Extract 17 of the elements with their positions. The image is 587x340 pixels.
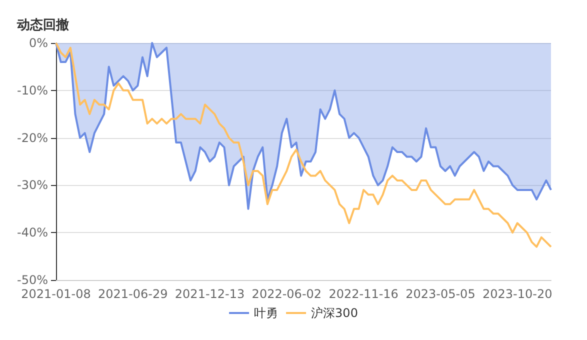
- x-tick-label: 2021-06-29: [98, 287, 168, 301]
- legend-label: 沪深300: [311, 306, 358, 320]
- x-tick-label: 2022-11-16: [328, 287, 398, 301]
- x-tick-label: 2023-05-05: [406, 287, 476, 301]
- chart-title: 动态回撤: [16, 17, 69, 33]
- y-tick-label: -30%: [16, 178, 48, 192]
- y-tick-label: -10%: [16, 83, 48, 98]
- y-tick-label: -50%: [16, 273, 48, 287]
- x-tick-label: 2023-10-20: [482, 287, 552, 301]
- y-tick-label: -40%: [16, 226, 48, 240]
- x-tick-label: 2022-06-02: [252, 287, 322, 301]
- y-tick-label: -20%: [16, 130, 48, 145]
- y-tick-label: 0%: [28, 36, 48, 50]
- legend-label: 叶勇: [254, 306, 278, 320]
- line-series: [55, 42, 552, 248]
- x-tick-label: 2021-12-13: [174, 287, 245, 301]
- x-tick-label: 2021-01-08: [21, 287, 91, 301]
